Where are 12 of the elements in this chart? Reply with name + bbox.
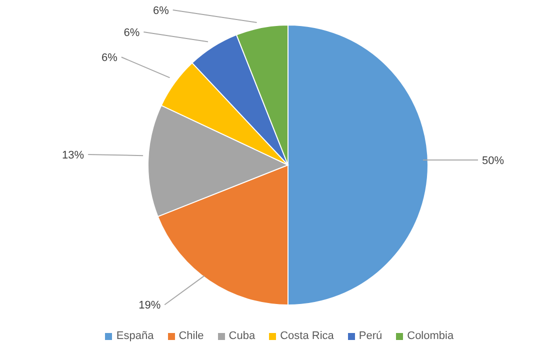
- data-label: 13%: [62, 150, 84, 162]
- data-label: 6%: [152, 5, 170, 17]
- data-label: 50%: [482, 155, 504, 167]
- legend-label: Perú: [358, 330, 382, 342]
- legend-label: Chile: [178, 330, 204, 342]
- legend-label: Colombia: [407, 330, 454, 342]
- legend-label: Cuba: [228, 330, 256, 342]
- data-label: 19%: [138, 300, 161, 312]
- data-label: 6%: [124, 27, 140, 39]
- data-label: 6%: [102, 52, 118, 64]
- legend-label: España: [116, 330, 154, 342]
- legend-label: Costa Rica: [280, 330, 334, 342]
